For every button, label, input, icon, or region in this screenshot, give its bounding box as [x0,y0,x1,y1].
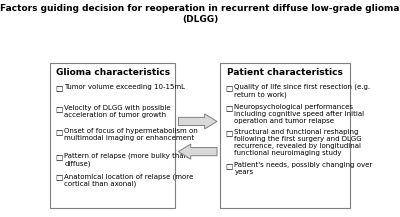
Text: Pattern of relapse (more bulky than
diffuse): Pattern of relapse (more bulky than diff… [64,153,188,167]
Text: Onset of focus of hypermetabolism on
multimodal imaging or enhancement: Onset of focus of hypermetabolism on mul… [64,128,198,141]
Text: Patient's needs, possibly changing over
years: Patient's needs, possibly changing over … [234,162,372,175]
Polygon shape [178,144,217,159]
Text: Glioma characteristics: Glioma characteristics [56,68,170,77]
Polygon shape [178,114,217,129]
Text: □: □ [56,153,63,162]
Text: Structural and functional reshaping
following the first surgery and DLGG
recurre: Structural and functional reshaping foll… [234,129,362,156]
Text: □: □ [226,84,233,93]
Text: □: □ [226,162,233,171]
Text: Tumor volume exceeding 10-15mL: Tumor volume exceeding 10-15mL [64,84,185,90]
Text: □: □ [56,173,63,182]
Text: Factors guiding decision for reoperation in recurrent diffuse low-grade glioma
(: Factors guiding decision for reoperation… [0,4,400,24]
Text: □: □ [56,128,63,137]
Text: Neuropsychological performances
including cognitive speed after initial
operatio: Neuropsychological performances includin… [234,104,364,124]
Text: □: □ [226,129,233,138]
Text: Anatomical location of relapse (more
cortical than axonal): Anatomical location of relapse (more cor… [64,173,194,187]
Text: Patient characteristics: Patient characteristics [227,68,343,77]
FancyBboxPatch shape [220,63,350,208]
Text: Velocity of DLGG with possible
acceleration of tumor growth: Velocity of DLGG with possible accelerat… [64,105,171,118]
Text: □: □ [56,105,63,114]
Text: □: □ [226,104,233,113]
Text: □: □ [56,84,63,93]
Text: Quality of life since first resection (e.g.
return to work): Quality of life since first resection (e… [234,84,370,98]
FancyBboxPatch shape [50,63,175,208]
